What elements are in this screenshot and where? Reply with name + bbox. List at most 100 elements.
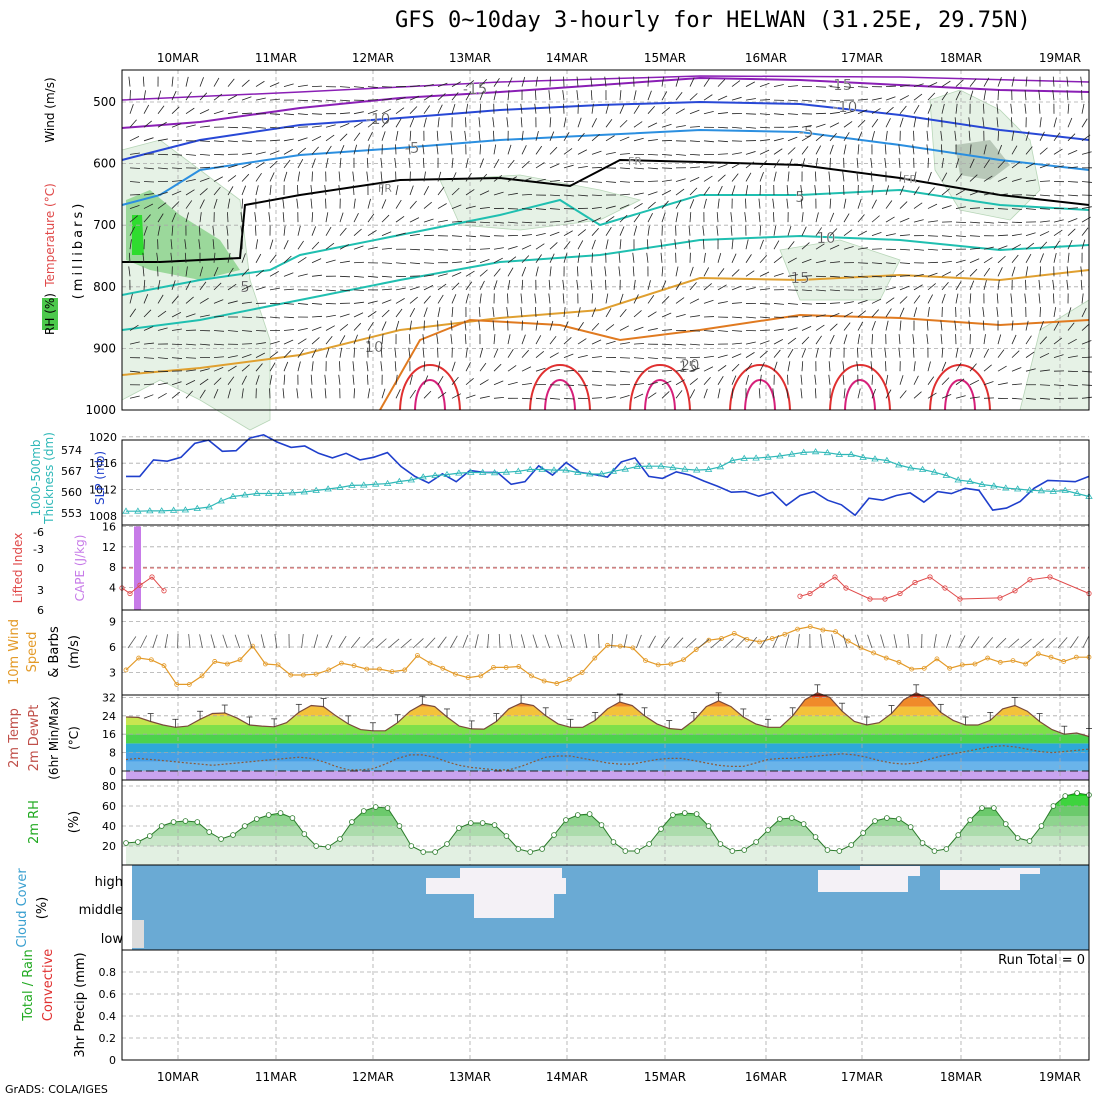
wind-speed-point <box>605 642 610 648</box>
temp-label-title-text: 2m Temp <box>7 708 22 768</box>
date-label-top: 19MAR <box>1039 51 1081 65</box>
wind-barb <box>129 167 141 169</box>
wind-barb <box>563 230 573 237</box>
wind-barb <box>1011 161 1021 169</box>
rh-point <box>313 843 320 849</box>
wind-barb <box>493 159 500 169</box>
wind-barb <box>576 76 579 87</box>
wind-barb <box>759 113 770 115</box>
wind-barb <box>885 233 896 237</box>
wind-barb <box>1067 252 1070 263</box>
wind-barb <box>857 144 860 155</box>
wind-barb <box>675 379 685 386</box>
wind-barb <box>731 375 737 385</box>
wind-barb <box>590 76 593 87</box>
pressure-tick-label: 900 <box>93 341 116 355</box>
wind-barb <box>717 140 728 143</box>
wind-barb <box>786 198 789 209</box>
wind-barb <box>731 330 743 332</box>
chart-title: GFS 0~10day 3-hourly for HELWAN (31.25E,… <box>395 8 1031 33</box>
wind-barb <box>759 239 764 250</box>
wind-speed-point <box>516 664 522 669</box>
wind-barb <box>1011 367 1022 372</box>
wind-barb <box>633 192 644 196</box>
wind-barb <box>185 266 188 277</box>
wind-barb <box>800 198 803 209</box>
wind-barb <box>549 397 560 400</box>
wind-barb <box>969 396 980 399</box>
rh-point <box>646 841 652 847</box>
wind-barb <box>955 90 961 101</box>
wind-barb <box>759 160 768 169</box>
wind-barb <box>1011 244 1021 250</box>
wind-speed-point <box>997 659 1003 665</box>
li-point <box>127 590 133 597</box>
wind-label-title-text: 10m Wind <box>7 619 22 685</box>
wind-barb <box>633 213 641 223</box>
wind-barb <box>199 343 210 346</box>
wind-barb <box>941 157 944 168</box>
date-label-bottom: 12MAR <box>352 1070 394 1084</box>
wind-barb <box>955 293 959 304</box>
thickness-point <box>621 465 630 472</box>
wind-barb <box>584 634 588 649</box>
wind-barb <box>198 225 201 236</box>
wind-barb <box>380 157 383 168</box>
wind-barb <box>647 122 658 128</box>
wind-barb <box>395 389 401 399</box>
wind-barb <box>367 86 378 88</box>
wind-barb <box>604 76 607 87</box>
isotherm-line <box>544 379 576 411</box>
wind-barb <box>703 376 711 386</box>
wind-speed-point <box>415 653 420 658</box>
thickness-point <box>788 450 796 457</box>
wind-barb <box>157 357 168 360</box>
wind-barb <box>675 368 686 372</box>
wind-barb <box>828 171 831 182</box>
wind-barb <box>773 328 784 331</box>
wind-barb <box>828 185 831 196</box>
wind-barb <box>367 275 378 278</box>
temp-band <box>126 697 1089 707</box>
wind-barb <box>338 171 341 182</box>
wind-barb <box>1011 208 1022 210</box>
wind-barb <box>310 198 313 209</box>
wind-barb <box>241 198 244 209</box>
wind-barb <box>591 322 600 331</box>
wind-barb <box>787 337 797 345</box>
wind-barb <box>563 253 568 263</box>
wind-barb <box>969 158 975 169</box>
wind-barb <box>479 206 490 209</box>
wind-barb <box>954 117 957 128</box>
wind-barb <box>745 185 749 196</box>
wind-barb <box>913 284 923 291</box>
wind-barb <box>409 286 420 291</box>
wind-speed-point <box>833 629 838 635</box>
wind-barb <box>773 113 784 116</box>
isotherm-line <box>414 379 446 411</box>
wind-barb <box>465 347 468 358</box>
wind-barb <box>857 275 868 278</box>
wind-barb <box>675 266 679 277</box>
wind-barb <box>969 379 980 386</box>
wind-barb <box>164 634 169 649</box>
wind-barb <box>871 97 882 101</box>
wind-barb <box>758 212 761 223</box>
cloud-row-label: high <box>95 875 123 890</box>
thickness-tick-label: 553 <box>61 507 82 520</box>
wind-tick-label: 6 <box>109 641 116 654</box>
wind-barb <box>339 347 343 358</box>
wind-barb <box>619 193 630 196</box>
wind-barb <box>451 261 462 264</box>
wind-barb <box>129 395 140 399</box>
wind-barb <box>465 281 473 291</box>
pressure-tick-label: 1000 <box>85 403 116 417</box>
wind-barb <box>623 634 628 649</box>
wind-barb <box>381 214 390 223</box>
wind-barb <box>437 392 447 399</box>
wind-barb <box>325 242 335 250</box>
wind-barb <box>255 126 266 129</box>
isotherm-line <box>929 364 991 411</box>
wind-barb <box>492 320 495 331</box>
wind-barb <box>722 638 734 649</box>
